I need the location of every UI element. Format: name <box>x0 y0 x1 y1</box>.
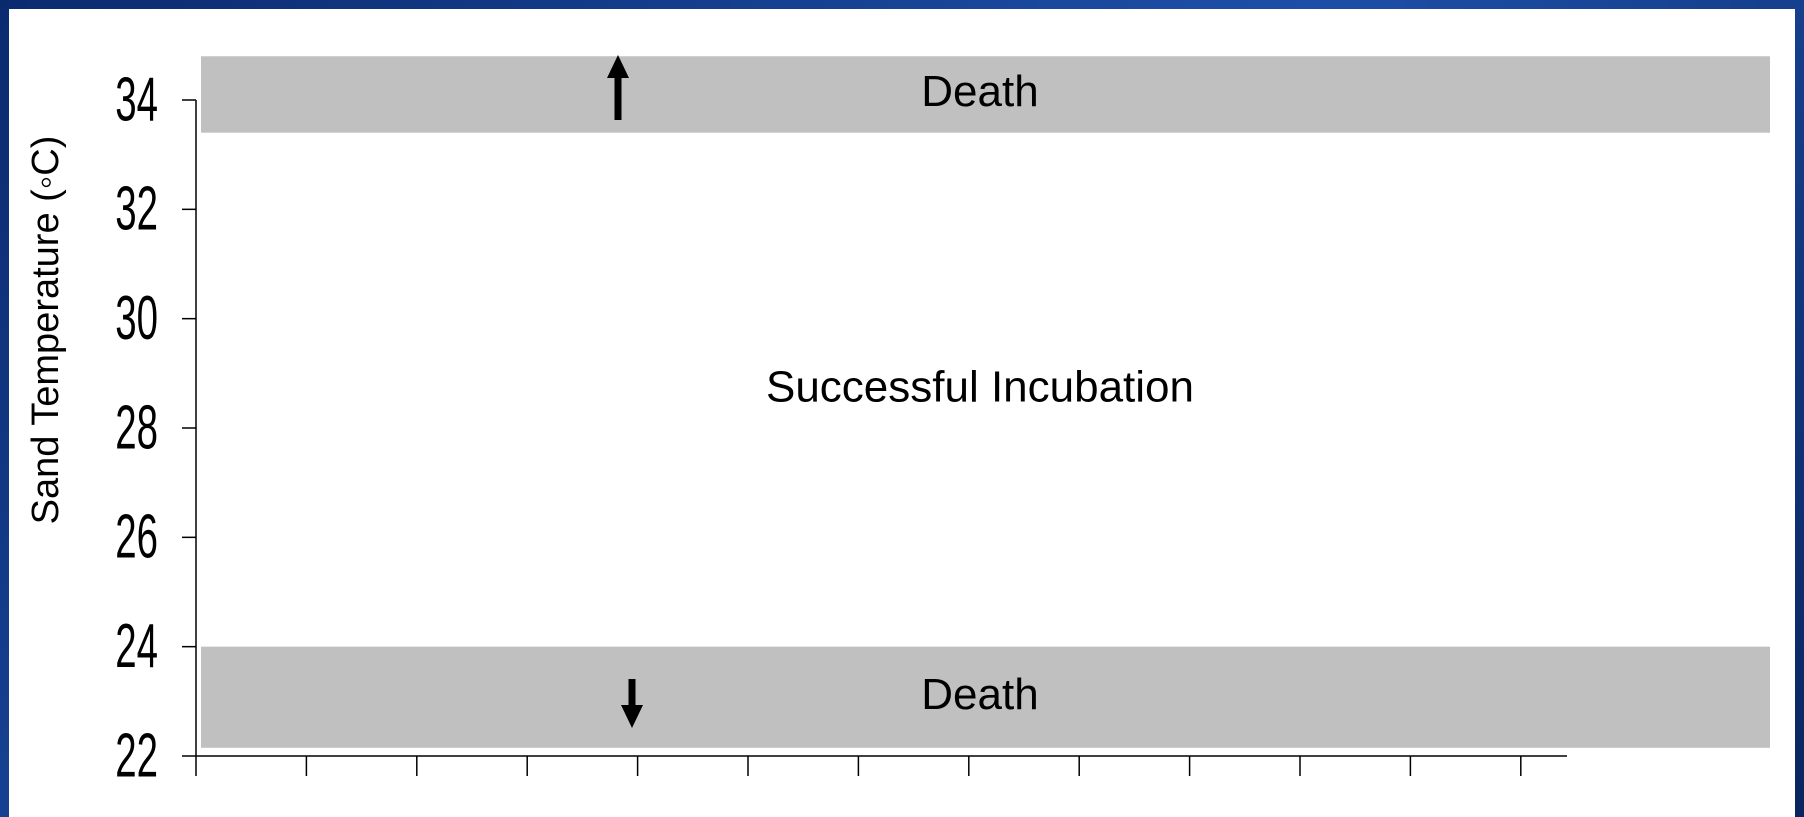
arrow-down-head <box>621 705 643 728</box>
y-tick-label: 22 <box>115 720 158 790</box>
band <box>201 56 1770 133</box>
band-label: Death <box>921 670 1038 719</box>
y-tick-label: 24 <box>115 611 158 681</box>
y-tick-label: 32 <box>115 173 158 243</box>
band-label: Successful Incubation <box>766 362 1194 411</box>
arrow-up-head <box>607 55 629 78</box>
y-tick-label: 34 <box>115 64 158 134</box>
y-axis-label: Sand Temperature (◦C) <box>25 136 67 525</box>
band-label: Death <box>921 67 1038 116</box>
band <box>201 646 1770 748</box>
band <box>201 132 1770 647</box>
y-tick-label: 28 <box>115 392 158 462</box>
y-tick-label: 30 <box>115 283 158 353</box>
y-tick-label: 26 <box>115 501 158 571</box>
